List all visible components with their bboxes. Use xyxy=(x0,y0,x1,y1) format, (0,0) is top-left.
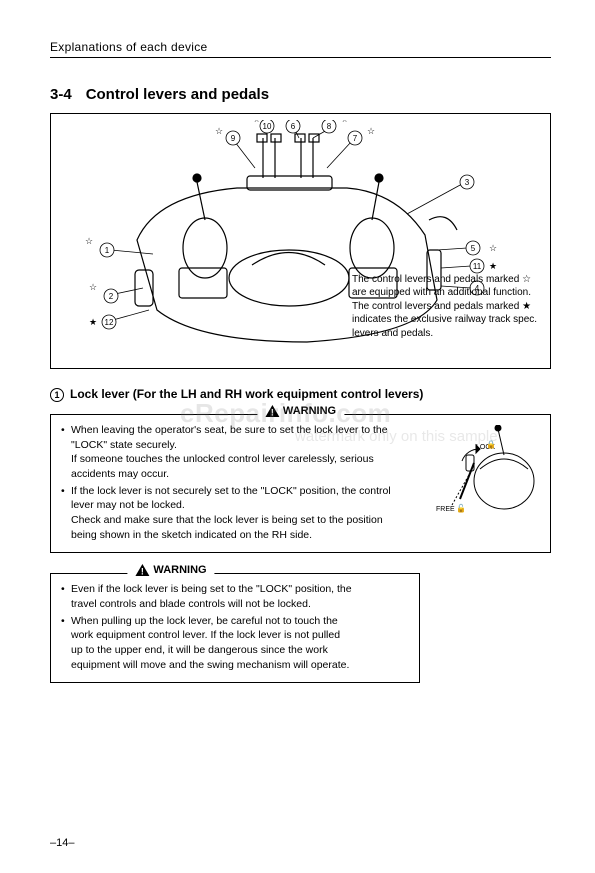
svg-text:8: 8 xyxy=(327,122,332,131)
lock-lever-sketch: LOCK 🔒 FREE 🔓 xyxy=(436,425,544,523)
warning-box-1: !WARNING When leaving the operator's sea… xyxy=(50,414,551,554)
section-number: 3-4 xyxy=(50,86,72,103)
svg-text:3: 3 xyxy=(465,178,470,187)
figure-box: 12 910 687 35 114 12 ☆☆ ☆☆ ☆☆ ☆ ★★ The c… xyxy=(50,113,551,369)
svg-text:☆: ☆ xyxy=(85,236,93,246)
svg-text:12: 12 xyxy=(105,318,114,327)
svg-text:6: 6 xyxy=(291,122,296,131)
warning-2-body: Even if the lock lever is being set to t… xyxy=(61,582,409,672)
svg-text:★: ★ xyxy=(489,261,497,271)
section-title: 3-4 Control levers and pedals xyxy=(50,86,551,103)
subsection-title: 1 Lock lever (For the LH and RH work equi… xyxy=(50,387,551,402)
svg-text:11: 11 xyxy=(473,262,482,271)
subsection-number: 1 xyxy=(50,388,64,402)
svg-text:!: ! xyxy=(141,567,144,577)
svg-text:☆: ☆ xyxy=(253,120,260,124)
section-title-text: Control levers and pedals xyxy=(86,86,269,103)
svg-text:☆: ☆ xyxy=(215,126,223,136)
svg-text:!: ! xyxy=(270,407,273,417)
svg-text:☆: ☆ xyxy=(89,282,97,292)
warning-triangle-icon: ! xyxy=(265,405,279,417)
subsection-title-text: Lock lever (For the LH and RH work equip… xyxy=(70,387,423,401)
warning-box-2: !WARNING Even if the lock lever is being… xyxy=(50,573,420,683)
warning-2-bullet-1: Even if the lock lever is being set to t… xyxy=(71,582,409,611)
warning-1-body: When leaving the operator's seat, be sur… xyxy=(61,423,430,543)
svg-text:☆: ☆ xyxy=(489,243,497,253)
warning-label: WARNING xyxy=(283,405,336,417)
svg-text:☆: ☆ xyxy=(367,126,375,136)
svg-text:10: 10 xyxy=(263,122,272,131)
warning-2-bullet-2: When pulling up the lock lever, be caref… xyxy=(71,614,409,673)
svg-text:★: ★ xyxy=(89,317,97,327)
warning-triangle-icon: ! xyxy=(135,564,149,576)
svg-text:5: 5 xyxy=(471,244,476,253)
warning-label: WARNING xyxy=(153,564,206,576)
page-number: –14– xyxy=(50,837,74,849)
svg-text:🔓: 🔓 xyxy=(456,503,466,513)
warning-header: ! WARNING xyxy=(257,405,344,417)
svg-text:🔒: 🔒 xyxy=(486,440,496,449)
svg-text:2: 2 xyxy=(109,292,114,301)
warning-1-bullet-1: When leaving the operator's seat, be sur… xyxy=(71,423,430,482)
svg-text:9: 9 xyxy=(231,134,236,143)
warning-1-bullet-2: If the lock lever is not securely set to… xyxy=(71,484,430,543)
svg-text:7: 7 xyxy=(353,134,358,143)
free-label: FREE xyxy=(436,506,455,513)
page-header: Explanations of each device xyxy=(50,40,551,58)
svg-text:☆: ☆ xyxy=(341,120,348,124)
svg-text:1: 1 xyxy=(105,246,110,255)
warning-header-2: ! WARNING xyxy=(127,564,214,576)
figure-note: The control levers and pedals marked ☆ a… xyxy=(352,273,542,341)
